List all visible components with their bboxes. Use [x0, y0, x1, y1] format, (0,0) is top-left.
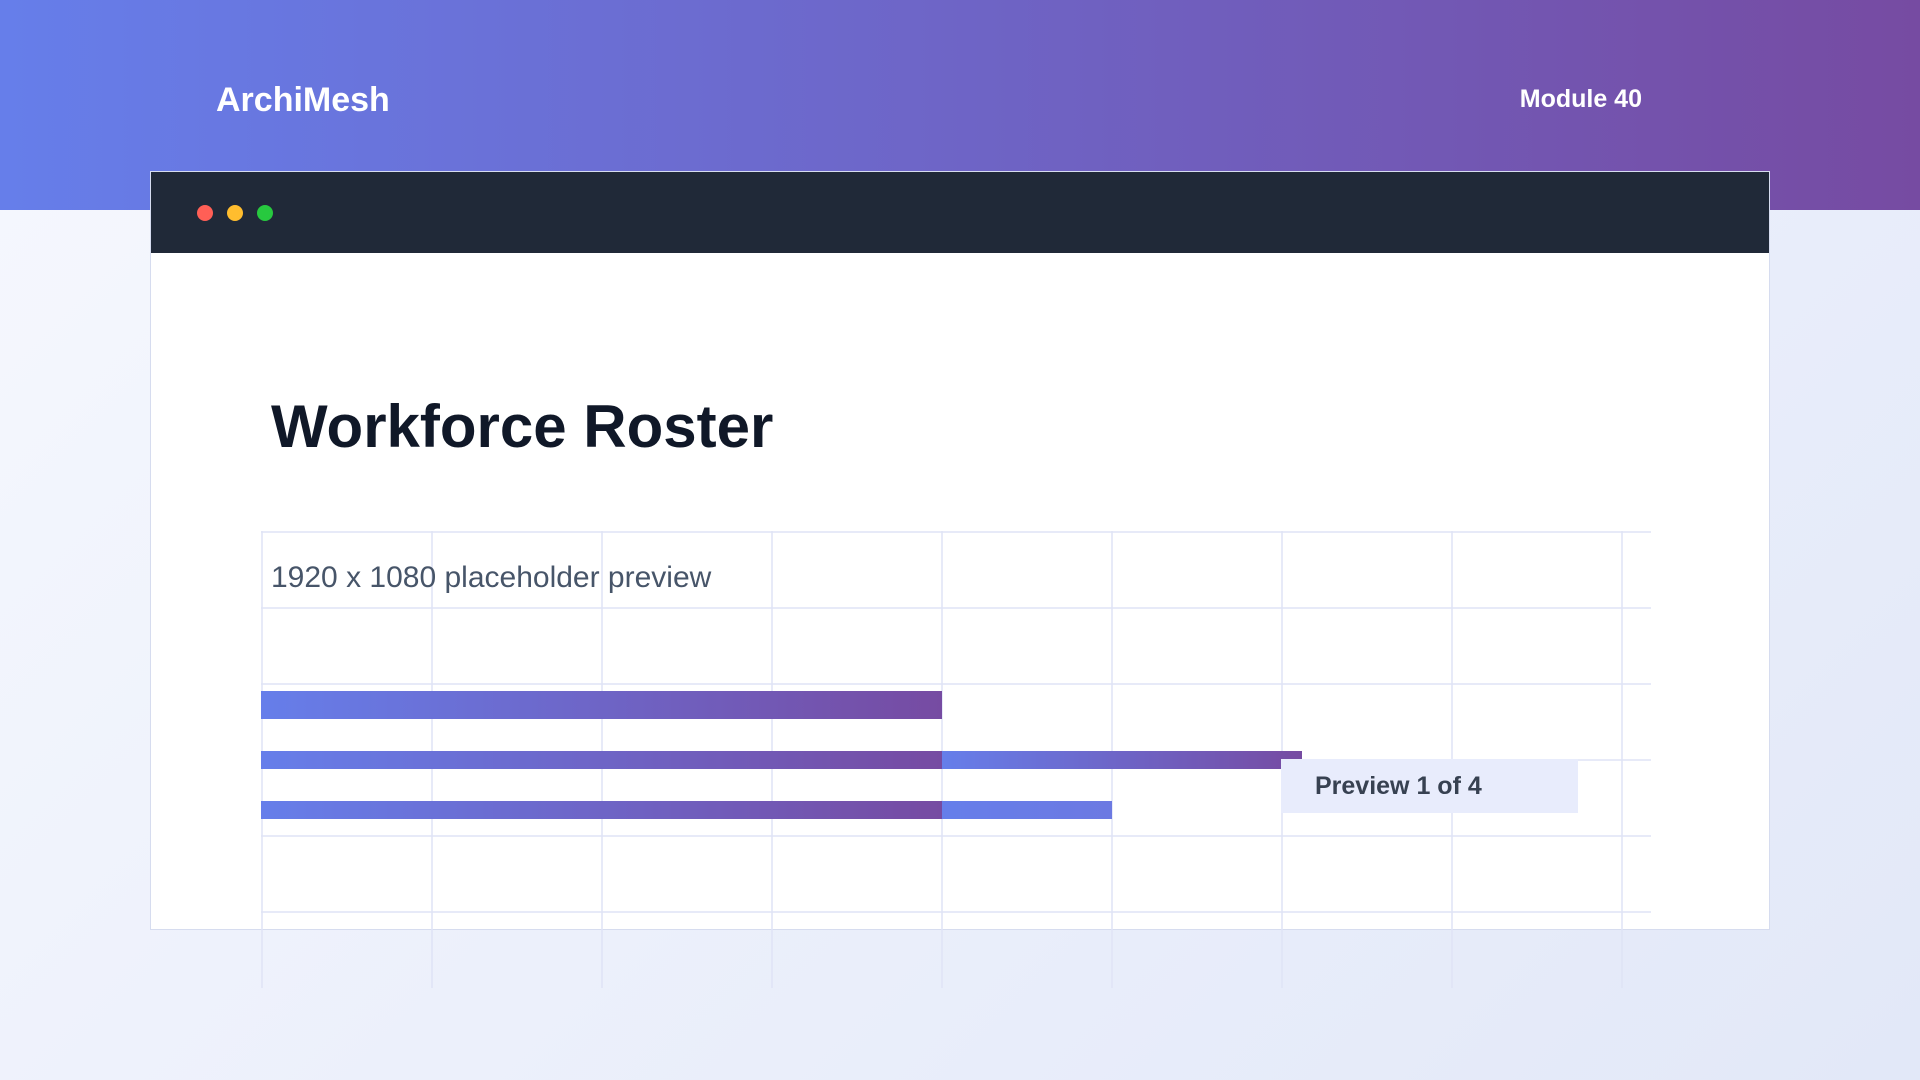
minimize-window-icon[interactable]	[227, 205, 243, 221]
maximize-window-icon[interactable]	[257, 205, 273, 221]
brand-logo-text[interactable]: ArchiMesh	[216, 81, 390, 119]
close-window-icon[interactable]	[197, 205, 213, 221]
progress-bar-primary	[261, 691, 942, 719]
progress-bar-tertiary-extension	[942, 801, 1112, 819]
page-title: Workforce Roster	[271, 393, 774, 460]
progress-bar-tertiary	[261, 801, 942, 819]
preview-page-badge: Preview 1 of 4	[1281, 759, 1578, 813]
progress-bar-secondary	[261, 751, 942, 769]
page-subtitle: 1920 x 1080 placeholder preview	[271, 561, 712, 594]
preview-window: Workforce Roster 1920 x 1080 placeholder…	[150, 171, 1770, 988]
module-label: Module 40	[1519, 85, 1642, 113]
progress-bar-secondary-extension	[942, 751, 1302, 769]
window-titlebar	[151, 172, 1769, 253]
